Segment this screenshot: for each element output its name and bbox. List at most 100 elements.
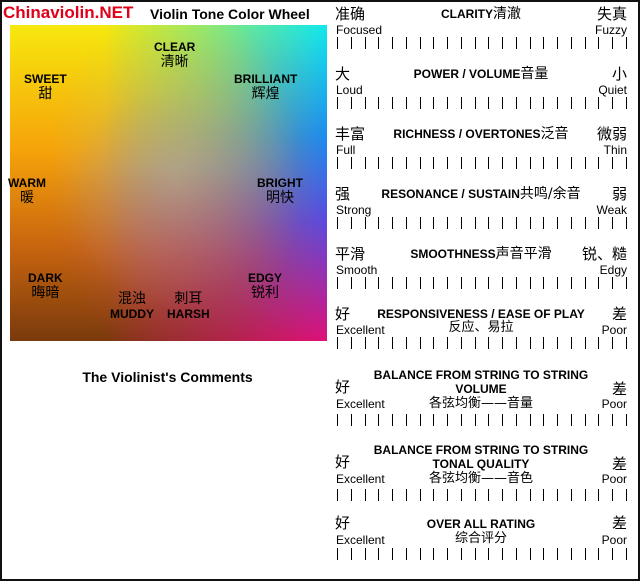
scale-title: CLARITY清澈 bbox=[355, 7, 607, 21]
scale-title: OVER ALL RATING bbox=[355, 517, 607, 531]
scale-ticks[interactable] bbox=[337, 414, 627, 426]
right-label-cn: 差 bbox=[611, 380, 627, 398]
wheel-label-warm: WARM 暖 bbox=[8, 176, 46, 206]
scale-ticks[interactable] bbox=[337, 277, 627, 289]
tick-mark bbox=[625, 157, 627, 169]
tick-mark bbox=[460, 217, 462, 229]
tick-mark bbox=[405, 489, 407, 501]
wheel-label-bright: BRIGHT 明快 bbox=[257, 176, 303, 206]
wheel-label-harsh: 刺耳 HARSH bbox=[167, 291, 210, 321]
scale-ticks[interactable] bbox=[337, 337, 627, 349]
wheel-label-cn: 辉煌 bbox=[251, 86, 280, 102]
tick-mark bbox=[570, 217, 572, 229]
tick-mark bbox=[488, 37, 490, 49]
tick-mark bbox=[515, 548, 517, 560]
tick-mark bbox=[433, 489, 435, 501]
scale-title: BALANCE FROM STRING TO STRING VOLUME bbox=[355, 368, 607, 396]
wheel-label-en: HARSH bbox=[167, 307, 210, 321]
scale-ticks[interactable] bbox=[337, 97, 627, 109]
wheel-label-en: CLEAR bbox=[154, 40, 196, 54]
tick-mark bbox=[529, 217, 531, 229]
tick-mark bbox=[433, 548, 435, 560]
tick-mark bbox=[543, 277, 545, 289]
tick-mark bbox=[378, 97, 380, 109]
tick-mark bbox=[337, 414, 338, 426]
left-label-cn: 准确 bbox=[335, 5, 366, 23]
wheel-label-sweet: SWEET 甜 bbox=[24, 72, 67, 102]
wheel-label-cn: 暖 bbox=[20, 190, 34, 206]
tick-mark bbox=[364, 489, 366, 501]
tick-mark bbox=[543, 548, 545, 560]
tick-mark bbox=[460, 277, 462, 289]
scale-ticks[interactable] bbox=[337, 548, 627, 560]
rating-scale-row: 准确 Focused 失真 Fuzzy CLARITY清澈 bbox=[335, 0, 627, 60]
wheel-label-dark: DARK 晦暗 bbox=[28, 271, 63, 301]
scale-ticks[interactable] bbox=[337, 217, 627, 229]
scale-title-en: CLARITY bbox=[441, 7, 493, 21]
tick-mark bbox=[625, 277, 627, 289]
tick-mark bbox=[612, 548, 613, 560]
left-label-en: Excellent bbox=[336, 472, 385, 486]
tick-mark bbox=[433, 337, 435, 349]
tick-mark bbox=[584, 97, 586, 109]
tick-mark bbox=[392, 37, 393, 49]
tick-mark bbox=[392, 548, 393, 560]
rating-scale-row: 丰富 Full 微弱 Thin RICHNESS / OVERTONES泛音 bbox=[335, 120, 627, 180]
tick-mark bbox=[515, 217, 517, 229]
tick-mark bbox=[392, 489, 393, 501]
left-label-en: Excellent bbox=[336, 533, 385, 547]
tick-mark bbox=[474, 337, 476, 349]
tick-mark bbox=[598, 489, 600, 501]
scale-title: SMOOTHNESS声音平滑 bbox=[355, 247, 607, 261]
tick-mark bbox=[350, 277, 352, 289]
rating-scale-row: 大 Loud 小 Quiet POWER / VOLUME音量 bbox=[335, 60, 627, 120]
tick-mark bbox=[543, 97, 545, 109]
tick-mark bbox=[502, 337, 503, 349]
tick-mark bbox=[515, 97, 517, 109]
tick-mark bbox=[502, 217, 503, 229]
scale-title-line2: TONAL QUALITY bbox=[432, 457, 530, 471]
tick-mark bbox=[392, 217, 393, 229]
scale-subtitle-cn: 各弦均衡——音色 bbox=[428, 471, 533, 486]
scale-title-cn: 音量 bbox=[520, 66, 549, 82]
tick-mark bbox=[570, 548, 572, 560]
tick-mark bbox=[337, 277, 338, 289]
tick-mark bbox=[488, 414, 490, 426]
tick-mark bbox=[529, 157, 531, 169]
scale-title: RESPONSIVENESS / EASE OF PLAY bbox=[355, 307, 607, 321]
tick-mark bbox=[447, 548, 448, 560]
tick-mark bbox=[378, 37, 380, 49]
tick-mark bbox=[364, 97, 366, 109]
tick-mark bbox=[364, 548, 366, 560]
scale-title-en: OVER ALL RATING bbox=[426, 517, 536, 531]
tick-mark bbox=[419, 277, 421, 289]
scale-ticks[interactable] bbox=[337, 37, 627, 49]
tick-mark bbox=[515, 337, 517, 349]
tick-mark bbox=[447, 217, 448, 229]
tick-mark bbox=[543, 217, 545, 229]
scale-ticks[interactable] bbox=[337, 489, 627, 501]
tick-mark bbox=[364, 217, 366, 229]
tick-mark bbox=[392, 337, 393, 349]
tick-mark bbox=[460, 414, 462, 426]
tick-mark bbox=[557, 337, 558, 349]
tick-mark bbox=[392, 97, 393, 109]
right-label-en: Poor bbox=[601, 533, 627, 547]
tick-mark bbox=[447, 337, 448, 349]
tick-mark bbox=[612, 157, 613, 169]
left-label-en: Strong bbox=[336, 203, 372, 217]
scale-ticks[interactable] bbox=[337, 157, 627, 169]
tick-mark bbox=[378, 548, 380, 560]
tick-mark bbox=[460, 548, 462, 560]
rating-scale-row: 好 Excellent 差 Poor RESPONSIVENESS / EASE OF … bbox=[335, 300, 627, 360]
tick-mark bbox=[502, 37, 503, 49]
scale-title-cn: 声音平滑 bbox=[495, 246, 552, 262]
wheel-label-muddy: 混浊 MUDDY bbox=[110, 291, 154, 321]
tick-mark bbox=[474, 548, 476, 560]
tick-mark bbox=[447, 414, 448, 426]
tick-mark bbox=[584, 489, 586, 501]
tick-mark bbox=[337, 97, 338, 109]
left-label-cn: 好 bbox=[335, 514, 351, 532]
wheel-label-cn: 混浊 bbox=[118, 291, 146, 307]
left-label-cn: 丰富 bbox=[335, 125, 366, 143]
